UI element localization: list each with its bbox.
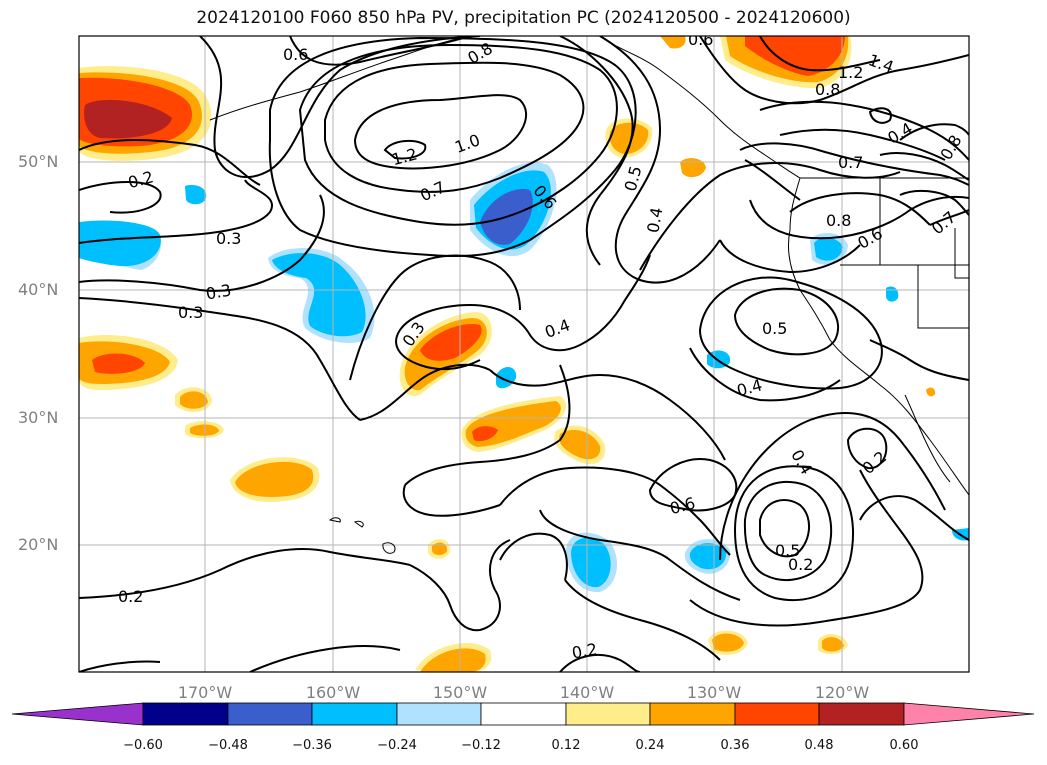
lon-label: 140°W [559, 683, 615, 702]
colorbar [11, 702, 1035, 726]
graticule [79, 36, 969, 672]
contour-label: 0.6 [283, 45, 308, 64]
precip-shading [79, 36, 969, 672]
contour-label: 0.4 [735, 375, 765, 400]
contour-label: 0.4 [542, 315, 572, 342]
contour-label: 0.3 [204, 280, 232, 303]
contour-label: 0.7 [838, 153, 863, 172]
colorbar-tick: −0.36 [292, 738, 332, 753]
colorbar-tick: −0.24 [377, 738, 417, 753]
map-frame [78, 35, 970, 673]
contour-label: 0.4 [643, 206, 666, 234]
lat-label: 20°N [18, 535, 59, 554]
contour-label: 0.4 [787, 446, 816, 478]
contour-label: 0.8 [815, 80, 840, 99]
lat-label: 40°N [18, 280, 59, 299]
contour-label: 0.5 [775, 541, 800, 560]
map-title: 2024120100 F060 850 hPa PV, precipitatio… [196, 8, 851, 28]
contour-label: 1.0 [452, 130, 482, 157]
lon-label: 170°W [177, 683, 233, 702]
contour-label: 0.2 [118, 587, 143, 606]
lon-label: 150°W [432, 683, 488, 702]
colorbar-tick: −0.60 [123, 738, 163, 753]
lat-label: 30°N [18, 408, 59, 427]
colorbar-tick: 0.60 [889, 738, 919, 753]
precip-negative-west [79, 220, 161, 267]
contour-label: 0.7 [417, 177, 448, 205]
contour-label: 1.2 [838, 63, 863, 82]
lon-label: 130°W [686, 683, 742, 702]
contour-label: 0.6 [668, 493, 698, 518]
lon-label: 160°W [305, 683, 361, 702]
colorbar-tick: −0.12 [461, 738, 501, 753]
contour-label: 1.2 [390, 144, 420, 169]
pv-contours [79, 36, 969, 672]
lat-label: 50°N [18, 152, 59, 171]
contour-label: 0.5 [762, 319, 787, 338]
colorbar-tick: 0.36 [720, 738, 750, 753]
colorbar-tick: −0.48 [208, 738, 248, 753]
lon-label: 120°W [814, 683, 870, 702]
map-area: 0.6 0.8 0.6 1.4 1.2 0.8 1.2 1.0 0.4 0.8 … [79, 30, 969, 672]
colorbar-tick: 0.12 [551, 738, 581, 753]
contour-label: 0.6 [854, 224, 886, 253]
contour-label: 0.3 [216, 229, 241, 248]
colorbar-tick: 0.24 [635, 738, 665, 753]
contour-label: 0.2 [570, 639, 598, 662]
contour-label: 0.2 [126, 167, 156, 192]
contour-label: 0.2 [788, 555, 813, 574]
colorbar-tick: 0.48 [804, 738, 834, 753]
contour-label: 0.6 [688, 30, 713, 49]
colorbar-extend-low [11, 702, 144, 726]
colorbar-extend-high [903, 702, 1035, 726]
contour-label: 0.8 [826, 211, 851, 230]
contour-label: 1.4 [866, 50, 896, 77]
contour-label: 0.3 [178, 303, 203, 322]
contour-label: 0.4 [884, 119, 916, 148]
